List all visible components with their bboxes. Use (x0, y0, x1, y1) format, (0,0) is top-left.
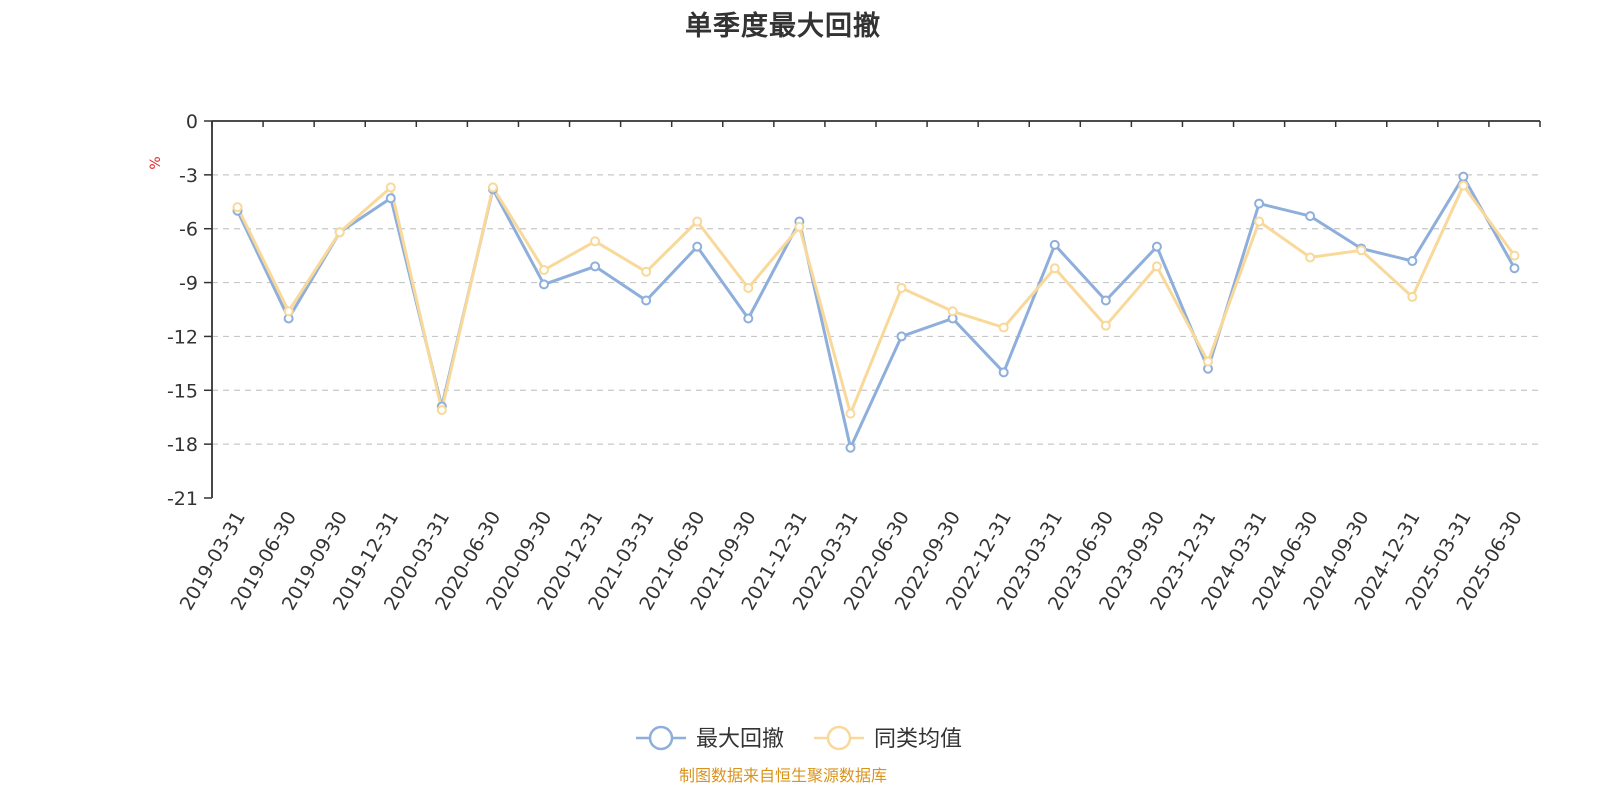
data-point[interactable] (794, 221, 805, 232)
data-point[interactable] (743, 282, 754, 293)
data-point[interactable] (1254, 198, 1265, 209)
series-points (232, 171, 1520, 453)
data-point[interactable] (590, 261, 601, 272)
data-point[interactable] (1509, 250, 1520, 261)
data-point[interactable] (1305, 252, 1316, 263)
data-point[interactable] (1407, 291, 1418, 302)
legend-marker (648, 725, 674, 751)
grid-lines (212, 174, 1540, 445)
legend-label: 最大回撤 (696, 727, 784, 752)
data-point[interactable] (998, 367, 1009, 378)
data-point[interactable] (1305, 211, 1316, 222)
series-lines (236, 175, 1516, 450)
data-point[interactable] (1151, 241, 1162, 252)
y-tick-label: -18 (167, 434, 198, 456)
y-tick-label: 0 (186, 111, 198, 133)
data-point[interactable] (385, 193, 396, 204)
data-point[interactable] (539, 279, 549, 290)
data-point[interactable] (692, 241, 703, 252)
legend-item-1[interactable]: 最大回撤 (636, 725, 784, 752)
series-line-2 (236, 184, 1516, 416)
data-point[interactable] (896, 331, 907, 342)
data-point[interactable] (743, 313, 754, 324)
data-point[interactable] (1049, 263, 1060, 274)
chart-title: 单季度最大回撤 (685, 11, 881, 42)
data-point[interactable] (641, 266, 652, 277)
data-point[interactable] (1458, 171, 1469, 182)
y-tick-label: -15 (167, 380, 198, 402)
y-tick-label: -6 (179, 219, 198, 241)
data-point[interactable] (436, 405, 447, 416)
data-point[interactable] (845, 442, 856, 453)
y-tick-label: -21 (167, 488, 198, 510)
legend-label: 同类均值 (874, 727, 962, 752)
data-point[interactable] (1100, 295, 1111, 306)
data-point[interactable] (232, 202, 243, 213)
data-point[interactable] (1049, 239, 1060, 250)
y-tick-label: -9 (179, 273, 198, 295)
data-point[interactable] (590, 236, 601, 247)
y-tick-label: -3 (179, 165, 198, 187)
data-point[interactable] (947, 306, 958, 317)
y-unit-label: % (148, 156, 164, 169)
y-axis-ticks: 0 -3 -6 -9 -12 -15 -18 -21 (167, 111, 212, 510)
data-point[interactable] (896, 282, 907, 293)
data-point[interactable] (1100, 320, 1111, 331)
data-point[interactable] (1356, 245, 1367, 256)
data-point[interactable] (334, 227, 345, 238)
data-point[interactable] (1203, 356, 1213, 367)
legend-item-2[interactable]: 同类均值 (814, 725, 962, 752)
data-point[interactable] (283, 306, 294, 317)
data-point[interactable] (998, 322, 1009, 333)
data-point[interactable] (539, 265, 549, 276)
data-point[interactable] (1151, 261, 1162, 272)
data-point[interactable] (845, 408, 856, 419)
data-point[interactable] (1254, 216, 1265, 227)
source-note: 制图数据来自恒生聚源数据库 (678, 766, 887, 785)
y-tick-label: -12 (167, 326, 198, 348)
data-point[interactable] (692, 216, 703, 227)
legend[interactable]: 最大回撤 同类均值 (636, 725, 962, 752)
data-point[interactable] (641, 295, 652, 306)
data-point[interactable] (385, 182, 396, 193)
data-point[interactable] (1509, 263, 1520, 274)
legend-marker (826, 725, 852, 751)
data-point[interactable] (1458, 180, 1469, 191)
series-line-1 (236, 175, 1516, 450)
data-point[interactable] (1407, 256, 1418, 267)
data-point[interactable] (487, 182, 498, 193)
axes (211, 120, 1540, 498)
